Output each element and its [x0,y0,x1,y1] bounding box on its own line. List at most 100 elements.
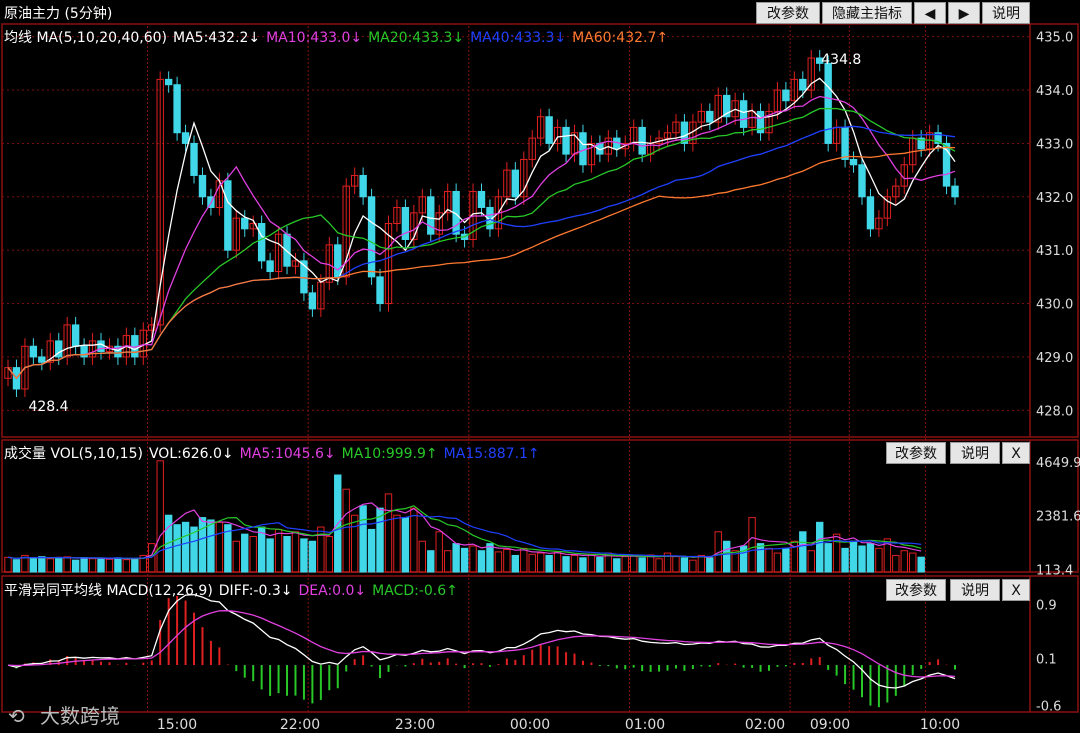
vol-ma15-line [7,514,922,560]
volume-bar [832,533,841,573]
macd-help-button[interactable]: 说明 [950,579,1000,601]
candle-body [427,196,435,235]
candle-body [756,110,765,134]
candle-body [80,345,88,358]
volume-bar [824,543,832,573]
time-tick-label: 01:00 [625,717,665,733]
candle-body [765,110,773,134]
volume-bar [342,488,350,573]
volume-tick-label: 113.4 [1036,563,1073,578]
next-arrow-button[interactable]: ▶ [948,2,980,24]
price-tick-label: 430.0 [1036,298,1073,313]
volume-bar [536,552,545,573]
volume-bar [46,558,54,573]
diff-value: DIFF:-0.3↓ [218,583,293,599]
candle-body [604,137,613,155]
change-params-button[interactable]: 改参数 [756,2,820,24]
volume-bar [435,531,443,573]
candle-body [672,121,680,134]
volume-bar [909,552,917,573]
vol-close-button[interactable]: X [1002,442,1030,464]
volume-bar [105,558,114,573]
volume-bar [917,556,925,573]
candle-body [38,356,46,363]
volume-bar [63,556,71,573]
volume-bar [460,547,469,573]
candle-body [934,132,942,144]
volume-bar [849,540,858,573]
dea-line [7,610,956,678]
time-tick-label: 23:00 [395,717,435,733]
volume-bar [629,554,638,573]
candle-body [71,324,80,347]
volume-bar [232,540,240,573]
candle-body [790,78,799,102]
volume-bar [452,543,460,573]
price-tick-label: 433.0 [1036,137,1073,152]
volume-bar [122,559,131,573]
high-annotation: 434.8 [821,52,861,68]
volume-bar [274,528,283,573]
macd-params-button[interactable]: 改参数 [886,579,946,601]
candle-body [849,158,858,166]
volume-bar [283,536,291,573]
volume-bar [38,556,46,573]
volume-bar [181,521,190,573]
volume-bar [520,547,528,573]
hide-main-indicator-button[interactable]: 隐藏主指标 [822,2,912,24]
time-tick-label: 10:00 [920,717,960,733]
volume-bar [300,538,308,573]
candle-body [714,94,722,123]
volume-bar [503,549,511,573]
candle-body [401,206,410,241]
volume-bar [114,557,122,573]
candle-body [232,217,240,251]
time-tick-label: 02:00 [745,717,785,733]
candle-body [883,196,892,219]
ma10-line [7,95,956,380]
volume-bar [841,547,849,573]
volume-bar [553,551,562,573]
candle-body [866,196,875,230]
volume-bar [325,536,334,573]
vol-params-button[interactable]: 改参数 [886,442,946,464]
panel-frame [1,575,1079,713]
candle-body [384,222,393,305]
vol-value: VOL:626.0↓ [148,446,234,462]
volume-bar [215,521,224,573]
candle-body [799,78,807,91]
volume-bar [427,550,435,573]
volume-bar [266,538,274,573]
volume-bar [790,540,799,573]
dea-value: DEA:0.0↓ [298,583,367,599]
volume-bar [156,460,164,573]
candle-body [739,100,748,128]
price-tick-label: 432.0 [1036,191,1073,206]
price-tick-label: 428.0 [1036,404,1073,419]
candle-body [181,132,190,144]
vol-ma5-line [7,502,922,560]
diff-line [7,593,956,689]
candle-body [942,142,951,187]
candle-body [241,217,249,230]
prev-arrow-button[interactable]: ◀ [914,2,946,24]
volume-bar [765,547,773,573]
macd-close-button[interactable]: X [1002,579,1030,601]
volume-bar [875,547,883,573]
candle-body [435,212,443,235]
volume-bar [486,543,494,573]
vol-legend: 成交量 VOL(5,10,15) VOL:626.0↓ MA5:1045.6↓ MA1… [4,443,546,463]
candle-body [782,89,790,102]
volume-bar [418,540,427,573]
candle-body [951,185,959,198]
volume-bar [71,559,80,573]
help-button[interactable]: 说明 [982,2,1030,24]
candle-body [393,206,401,224]
vol-help-button[interactable]: 说明 [950,442,1000,464]
macd-value: MACD:-0.6↑ [372,583,458,599]
volume-bar [866,543,875,573]
volume-bar [748,517,756,573]
volume-bar [376,507,384,573]
volume-bar [477,550,486,573]
